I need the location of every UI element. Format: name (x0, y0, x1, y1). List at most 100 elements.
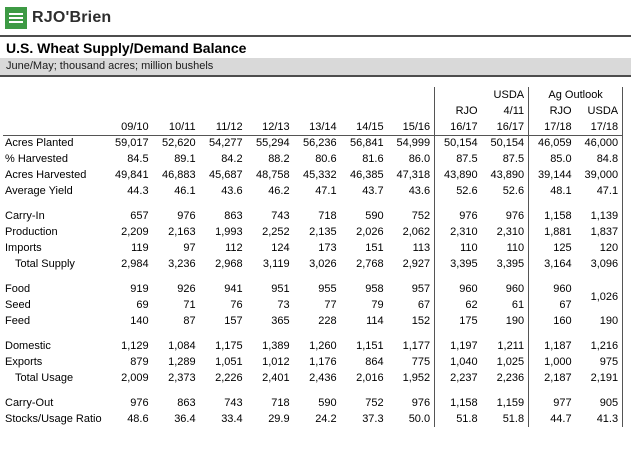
row-label: Carry-Out (5, 397, 54, 409)
value-cell: 1,084 (168, 340, 196, 352)
value-cell: 48.6 (127, 413, 149, 425)
value-cell: 590 (318, 397, 337, 409)
value-cell: 1,197 (434, 338, 482, 354)
value-cell: 3,096 (575, 256, 624, 272)
title-block: U.S. Wheat Supply/Demand Balance June/Ma… (0, 35, 631, 77)
value-cell: 84.2 (221, 153, 243, 165)
cell (153, 329, 200, 338)
value-cell: 77 (324, 299, 337, 311)
row-label: Acres Harvested (5, 169, 87, 181)
table-head: USDA Ag Outlook RJO 4/11 RJO USDA 09/10 10/11 11… (3, 87, 624, 136)
cell (482, 329, 529, 338)
cell (247, 87, 294, 103)
spacer-row (3, 272, 624, 281)
value-cell: 50,154 (434, 135, 482, 151)
source-label: USDA (575, 103, 624, 119)
value-cell: 775 (411, 356, 431, 368)
value-cell: 1,175 (215, 340, 243, 352)
row-label: % Harvested (5, 153, 68, 165)
year-label: 10/11 (152, 119, 200, 136)
value-cell: 1,000 (528, 354, 576, 370)
cell (3, 329, 106, 338)
cell (434, 272, 482, 281)
table-row: Total Usage 2,009 2,373 2,226 2,401 2,436 2,01… (3, 370, 624, 386)
value-cell: 228 (318, 315, 337, 327)
cell (434, 329, 482, 338)
value-cell: 1,881 (528, 224, 576, 240)
value-cell: 919 (130, 283, 149, 295)
row-label: Feed (5, 315, 31, 327)
cell (153, 272, 200, 281)
value-cell: 1,216 (575, 338, 624, 354)
value-cell: 1,051 (215, 356, 243, 368)
value-cell: 44.7 (528, 411, 576, 427)
cell (341, 87, 388, 103)
table-row: Carry-In 657 976 863 743 718 590 752 976 976 1,158… (3, 208, 624, 224)
value-cell: 24.2 (315, 413, 337, 425)
value-cell: 113 (412, 242, 431, 254)
value-cell: 76 (230, 299, 243, 311)
value-cell: 43,890 (434, 167, 482, 183)
row-label: Average Yield (5, 185, 73, 197)
value-cell: 33.4 (221, 413, 243, 425)
cell (341, 103, 388, 119)
source-label: RJO (434, 103, 482, 119)
row-label: Seed (5, 299, 31, 311)
value-cell: 2,009 (121, 372, 149, 384)
value-cell: 1,129 (121, 340, 149, 352)
value-cell: 1,211 (497, 340, 525, 352)
value-cell: 43,890 (490, 169, 525, 181)
value-cell: 88.2 (268, 153, 290, 165)
table-row: Carry-Out 976 863 743 718 590 752 976 1,158 1,159… (3, 395, 624, 411)
value-cell: 752 (365, 397, 384, 409)
value-cell: 2,237 (434, 370, 482, 386)
value-cell: 2,062 (402, 226, 431, 238)
value-cell: 45,332 (302, 169, 337, 181)
brand-logo-text: RJO'Brien (32, 9, 112, 26)
value-cell: 879 (130, 356, 149, 368)
cell (341, 386, 388, 395)
table-row: Seed 69 71 76 73 77 79 67 62 61 67 (3, 297, 623, 313)
value-cell: 61 (511, 299, 525, 311)
value-cell: 157 (224, 315, 243, 327)
value-cell: 114 (366, 315, 384, 327)
value-cell: 2,187 (528, 370, 576, 386)
value-cell: 110 (434, 240, 482, 256)
value-cell: 2,310 (434, 224, 482, 240)
row-label: Imports (5, 242, 42, 254)
brand-logo-icon (5, 7, 27, 29)
value-cell: 39,000 (575, 167, 624, 183)
value-cell: 863 (224, 210, 243, 222)
value-cell: 743 (271, 210, 290, 222)
value-cell: 2,236 (496, 372, 525, 384)
value-cell: 51.8 (434, 411, 482, 427)
value-cell: 55,294 (255, 137, 290, 150)
table-body: Acres Planted 59,017 52,620 54,277 55,294 56,… (3, 135, 624, 427)
value-cell: 2,373 (168, 372, 196, 384)
value-cell: 3,395 (434, 256, 482, 272)
value-cell: 46,385 (349, 169, 384, 181)
cell (575, 329, 624, 338)
year-label: 17/18 (528, 119, 576, 136)
value-cell: 50.0 (408, 413, 431, 425)
cell (3, 87, 106, 103)
value-cell: 955 (318, 283, 337, 295)
value-cell: 85.0 (528, 151, 576, 167)
value-cell: 124 (271, 242, 290, 254)
value-cell: 46,000 (575, 135, 624, 151)
value-cell: 864 (365, 356, 384, 368)
year-label: 16/17 (481, 119, 529, 136)
value-cell: 46.1 (174, 185, 196, 197)
value-cell: 2,927 (402, 258, 431, 270)
ag-outlook-group-label: Ag Outlook (528, 87, 624, 103)
cell (482, 199, 529, 208)
cell (106, 87, 153, 103)
row-label: Total Usage (15, 372, 74, 384)
supply-demand-table: USDA Ag Outlook RJO 4/11 RJO USDA 09/10 10/11 11… (3, 87, 624, 427)
value-cell: 1,993 (215, 226, 243, 238)
cell (341, 329, 388, 338)
table-row: Average Yield 44.3 46.1 43.6 46.2 47.1 43.7 43.… (3, 183, 624, 199)
cell (482, 272, 529, 281)
value-cell: 1,176 (309, 356, 337, 368)
table-row: Exports 879 1,289 1,051 1,012 1,176 864 775 1,04… (3, 354, 624, 370)
